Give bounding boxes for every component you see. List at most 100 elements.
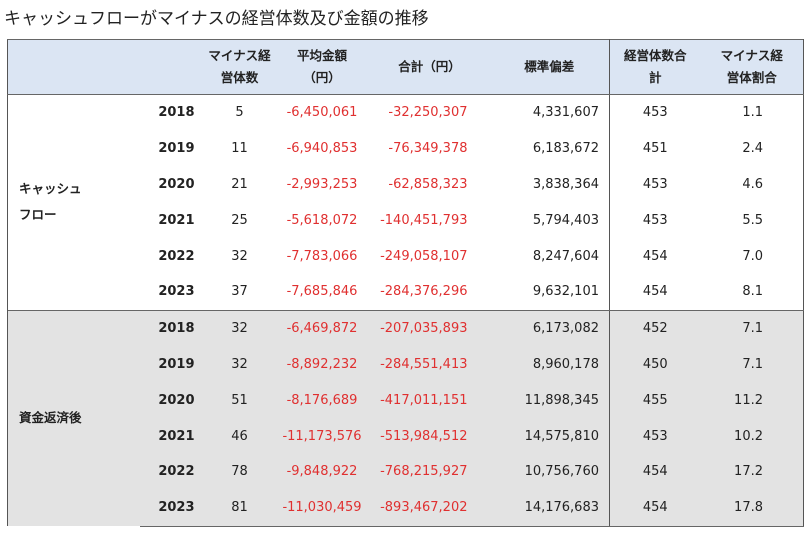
total-cell: -513,984,512 (369, 418, 490, 454)
all-count-cell: 454 (609, 453, 701, 490)
average-cell: -6,450,061 (274, 93, 370, 131)
year-cell: 2021 (139, 418, 205, 454)
total-cell: -284,376,296 (369, 273, 490, 311)
year-cell: 2020 (158, 176, 195, 192)
group-label-l1: キャッシュ (19, 181, 82, 197)
std-cell: 14,176,683 (489, 489, 610, 527)
header-average-l1: 平均金額 (296, 48, 347, 63)
std-cell: 5,794,403 (489, 202, 610, 239)
header-total: 合計（円） (369, 39, 490, 95)
group-cashflow: キャッシュ フロー 2018 5 -6,450,061 -32,250,307 4,331,… (7, 93, 804, 311)
negative-count-cell: 32 (204, 309, 275, 347)
all-count-cell: 453 (642, 212, 668, 228)
year-cell: 2021 (158, 212, 195, 228)
table-row: 2020 51 -8,176,689 -417,011,151 11,898,345 45… (8, 382, 804, 419)
table-row: 2019 32 -8,892,232 -284,551,413 8,960,178 450… (8, 346, 804, 383)
year-cell: 2020 (139, 382, 205, 419)
all-count-cell: 454 (609, 273, 701, 311)
header-all-count: 経営体数合 計 (609, 39, 701, 95)
std-cell: 3,838,364 (489, 166, 610, 203)
group-label-l1: 資金返済後 (19, 410, 82, 426)
ratio-cell: 2.4 (700, 130, 804, 167)
table-row: 2021 25 -5,618,072 -140,451,793 5,794,403 453… (8, 202, 804, 239)
all-count-cell: 452 (609, 309, 701, 347)
all-count-cell: 453 (642, 176, 668, 192)
ratio-cell: 7.0 (700, 238, 804, 274)
ratio-cell: 7.1 (700, 346, 804, 383)
total-cell: -893,467,202 (369, 489, 490, 527)
all-count-cell: 453 (609, 93, 701, 131)
negative-count-cell: 11 (231, 141, 248, 157)
header-negative-count-l1: マイナス経 (208, 48, 271, 63)
header-std: 標準偏差 (489, 39, 610, 95)
ratio-cell: 5.5 (700, 202, 804, 239)
group-after-repayment: 資金返済後 2018 32 -6,469,872 -207,035,893 6,173,0… (7, 309, 804, 527)
negative-count-cell: 25 (231, 212, 248, 228)
ratio-cell: 4.6 (700, 166, 804, 203)
std-cell: 14,575,810 (489, 418, 610, 454)
std-cell: 10,756,760 (489, 453, 610, 490)
negative-count-cell: 51 (204, 382, 275, 419)
total-cell: -207,035,893 (369, 309, 490, 347)
ratio-cell: 1.1 (700, 93, 804, 131)
all-count-cell: 455 (609, 382, 701, 419)
year-cell: 2018 (139, 309, 205, 347)
header-total-label: 合計（円） (398, 59, 461, 74)
all-count-cell: 453 (609, 418, 701, 454)
header-average: 平均金額 （円） (274, 39, 370, 95)
total-cell: -417,011,151 (369, 382, 490, 419)
negative-count-cell: 32 (231, 248, 248, 264)
std-cell: 6,173,082 (489, 309, 610, 347)
table-row: 2019 11 -6,940,853 -76,349,378 6,183,672 451 2… (8, 130, 804, 167)
average-cell: -5,618,072 (286, 212, 358, 228)
cashflow-table: マイナス経 営体数 平均金額 （円） 合計（円） 標準偏差 経営体数合 計 マイ… (7, 39, 804, 527)
average-cell: -11,030,459 (274, 489, 370, 527)
header-group (7, 39, 140, 95)
page-title: キャッシュフローがマイナスの経営体数及び金額の推移 (4, 9, 429, 29)
negative-count-cell: 37 (204, 273, 275, 311)
total-cell: -249,058,107 (380, 248, 468, 264)
year-cell: 2019 (158, 141, 195, 157)
header-year (139, 39, 205, 95)
std-cell: 8,960,178 (489, 346, 610, 383)
total-cell: -32,250,307 (369, 93, 490, 131)
year-cell: 2022 (158, 248, 195, 264)
negative-count-cell: 46 (204, 418, 275, 454)
ratio-cell: 11.2 (700, 382, 804, 419)
table-row: 2022 32 -7,783,066 -249,058,107 8,247,604 454… (8, 238, 804, 274)
average-cell: -8,892,232 (274, 346, 370, 383)
total-cell: -76,349,378 (388, 141, 468, 157)
total-cell: -284,551,413 (369, 346, 490, 383)
group-label-l2: フロー (19, 207, 57, 223)
table-row: 2022 78 -9,848,922 -768,215,927 10,756,760 45… (8, 453, 804, 490)
group-label: キャッシュ フロー (7, 94, 140, 311)
average-cell: -9,848,922 (274, 453, 370, 490)
ratio-cell: 10.2 (700, 418, 804, 454)
header-average-l2: （円） (303, 70, 341, 85)
negative-count-cell: 81 (204, 489, 275, 527)
header-all-count-l1: 経営体数合 (623, 48, 687, 63)
year-cell: 2019 (139, 346, 205, 383)
all-count-cell: 450 (609, 346, 701, 383)
average-cell: -7,685,846 (274, 273, 370, 311)
year-cell: 2018 (139, 93, 205, 131)
total-cell: -768,215,927 (369, 453, 490, 490)
average-cell: -8,176,689 (274, 382, 370, 419)
table-row: キャッシュ フロー 2018 5 -6,450,061 -32,250,307 4,331,… (7, 93, 804, 311)
ratio-cell: 17.8 (700, 489, 804, 527)
std-cell: 8,247,604 (489, 238, 610, 274)
std-cell: 4,331,607 (489, 93, 610, 131)
all-count-cell: 454 (609, 489, 701, 527)
average-cell: -7,783,066 (286, 248, 358, 264)
table-row: 2021 46 -11,173,576 -513,984,512 14,575,810 4… (8, 418, 804, 454)
header-negative-count-l2: 営体数 (220, 70, 259, 85)
header-ratio-l2: 営体割合 (726, 70, 777, 85)
negative-count-cell: 21 (231, 176, 248, 192)
header-ratio-l1: マイナス経 (720, 48, 783, 63)
negative-count-cell: 32 (204, 346, 275, 383)
total-cell: -62,858,323 (388, 176, 468, 192)
group-label: 資金返済後 (7, 309, 140, 527)
header-std-label: 標準偏差 (524, 59, 575, 74)
year-cell: 2023 (139, 273, 205, 311)
all-count-cell: 451 (642, 141, 668, 157)
